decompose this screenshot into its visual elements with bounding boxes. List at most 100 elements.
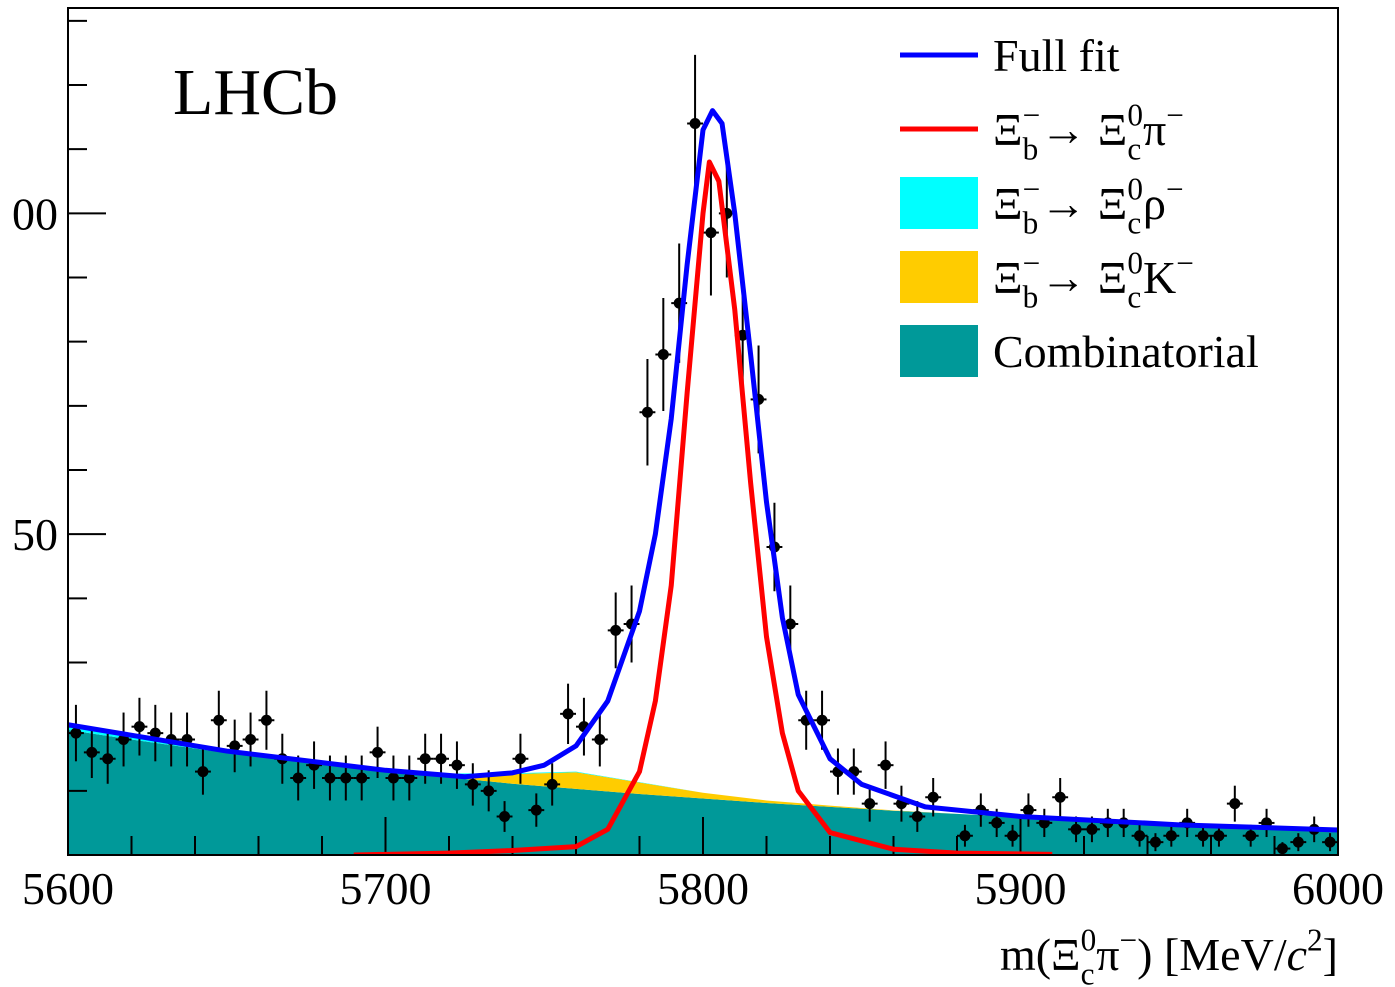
data-point [1149,836,1161,848]
label-part: − [1120,923,1138,958]
data-point [340,772,352,784]
data-point [514,753,526,765]
legend-label: Combinatorial [993,326,1259,377]
fit-curves [68,108,1338,855]
label-part: − [1023,246,1041,281]
label-part: c [1287,929,1307,980]
data-point [927,791,939,803]
data-point [403,772,415,784]
label-part: π [1143,104,1166,155]
data-point [657,349,669,360]
label-part: − [1023,98,1041,133]
data-point [959,830,971,842]
data-point [1197,830,1209,842]
data-point [197,766,209,778]
data-point [689,118,701,129]
data-point [229,740,241,752]
data-point [1070,823,1082,835]
label-part: ) [MeV/ [1137,929,1287,980]
data-point [1292,836,1304,848]
data-point [483,785,495,797]
label-part: − [1023,172,1041,207]
data-point [1007,830,1019,842]
x-tick-label: 5800 [657,863,749,914]
data-points [68,54,1338,855]
label-part: b [1023,206,1039,241]
data-point [1229,798,1241,810]
label-part: 2 [1307,923,1323,958]
data-point [1276,843,1288,855]
data-point [784,618,796,630]
data-point [562,708,574,720]
label-part: K [1143,252,1176,303]
legend-label: Ξb−→ Ξc0ρ− [993,172,1184,241]
label-part: Full fit [993,30,1120,81]
label-part: c [1127,280,1141,315]
fit-curve [68,108,1338,833]
data-point [387,772,399,784]
legend-swatch [900,177,978,229]
data-point [292,772,304,784]
experiment-label: LHCb [173,56,338,129]
data-point [880,759,892,771]
data-point [70,727,82,739]
data-point [1086,823,1098,835]
data-point [451,759,463,771]
label-part: c [1127,132,1141,167]
data-point [1245,830,1257,842]
label-part: π [1096,929,1119,980]
data-point [705,227,717,239]
data-point [467,778,479,790]
label-part: b [1023,132,1039,167]
data-point [911,811,923,822]
label-part: 0 [1127,246,1143,281]
data-point [1054,791,1066,803]
label-part: − [1166,172,1184,207]
data-point [1134,830,1146,842]
label-part: → Ξ [1040,178,1127,229]
data-point [245,734,257,745]
label-part: c [1081,957,1095,987]
data-point [816,714,828,726]
data-point [372,746,384,758]
data-point [737,329,749,341]
label-part: → Ξ [1040,104,1127,155]
y-tick-label: 00 [12,188,58,239]
label-part: 0 [1127,98,1143,133]
data-point [435,753,447,765]
data-point [530,804,542,816]
data-point [260,714,272,726]
data-point [86,746,98,758]
data-point [546,778,558,790]
label-part: 0 [1081,923,1097,958]
plot-frame [67,7,1339,856]
label-part: c [1127,206,1141,241]
legend-label: Ξb−→ Ξc0π− [993,98,1184,167]
legend-label: Ξb−→ Ξc0K− [993,246,1194,315]
data-point [1165,830,1177,842]
y-tick-label: 50 [12,509,58,560]
data-point [324,772,336,784]
data-point [641,406,653,418]
data-point [213,714,225,726]
x-tick-label: 5600 [22,863,114,914]
x-tick-label: 6000 [1292,863,1384,914]
data-point [1022,804,1034,816]
legend-swatch [900,251,978,303]
label-part: b [1023,280,1039,315]
label-part: ρ [1143,178,1166,229]
data-point [1213,830,1225,842]
data-point [610,624,622,636]
data-point [864,798,876,810]
data-point [356,772,368,784]
data-point [149,727,161,739]
label-part: − [1176,246,1194,281]
legend-swatch [900,325,978,377]
x-tick-label: 5900 [975,863,1067,914]
label-part: Ξ [993,104,1023,155]
data-point [133,721,145,733]
label-part: Combinatorial [993,326,1259,377]
